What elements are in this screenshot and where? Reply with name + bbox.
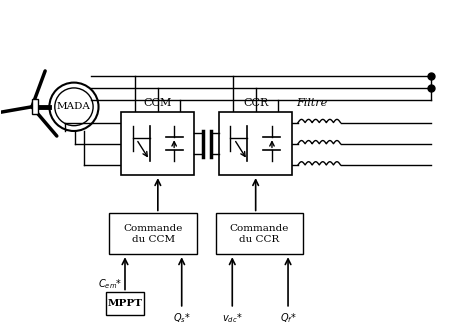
Text: Commande
du CCM: Commande du CCM bbox=[123, 224, 183, 243]
FancyBboxPatch shape bbox=[219, 113, 292, 175]
Text: CCM: CCM bbox=[144, 98, 172, 108]
Text: $Q_s$*: $Q_s$* bbox=[173, 311, 191, 325]
FancyBboxPatch shape bbox=[32, 99, 37, 114]
FancyBboxPatch shape bbox=[216, 214, 303, 254]
FancyBboxPatch shape bbox=[109, 214, 197, 254]
Text: MADA: MADA bbox=[57, 102, 91, 111]
Text: Filtre: Filtre bbox=[297, 98, 328, 108]
Text: Commande
du CCR: Commande du CCR bbox=[230, 224, 289, 243]
Text: $v_{dc}$*: $v_{dc}$* bbox=[222, 311, 243, 325]
Text: $C_{em}$*: $C_{em}$* bbox=[98, 277, 123, 291]
Text: MPPT: MPPT bbox=[108, 299, 143, 308]
Text: $Q_f$*: $Q_f$* bbox=[280, 311, 296, 325]
FancyBboxPatch shape bbox=[121, 113, 194, 175]
FancyBboxPatch shape bbox=[106, 292, 145, 315]
Text: CCR: CCR bbox=[243, 98, 268, 108]
